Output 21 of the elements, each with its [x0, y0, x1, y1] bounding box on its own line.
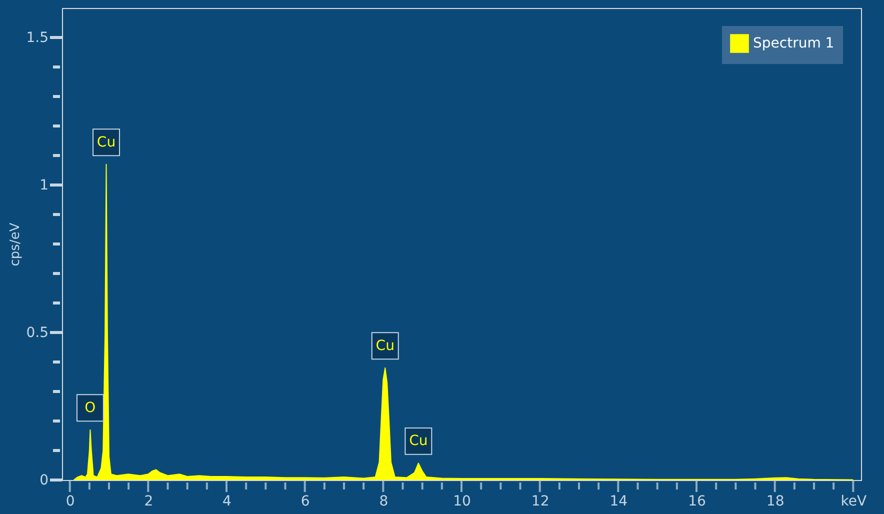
y-tick-label: 0 — [40, 472, 48, 488]
y-tick-label: 1.5 — [26, 30, 48, 46]
x-tick-label: 16 — [688, 494, 706, 510]
annotation: Cu — [96, 134, 116, 150]
x-tick-label: 6 — [300, 494, 310, 510]
x-tick-label: 4 — [222, 494, 232, 510]
y-tick-label: 1 — [40, 178, 48, 194]
x-tick-label: 8 — [379, 494, 388, 510]
x-tick-label: 12 — [531, 494, 550, 510]
x-tick-label: keV — [840, 494, 867, 510]
annotation: Cu — [409, 433, 428, 450]
legend-label: Spectrum 1 — [753, 36, 834, 52]
x-tick-label: 18 — [766, 494, 784, 510]
annotation: Cu — [376, 338, 394, 354]
x-tick-label: 14 — [610, 494, 628, 510]
x-tick-label: 2 — [144, 494, 154, 510]
annotation: O — [84, 400, 96, 416]
y-tick-label: 0.5 — [26, 325, 48, 341]
x-tick-label: 10 — [453, 494, 471, 510]
x-tick-label: 0 — [66, 494, 75, 510]
y-axis-title: cps/eV — [8, 222, 24, 266]
